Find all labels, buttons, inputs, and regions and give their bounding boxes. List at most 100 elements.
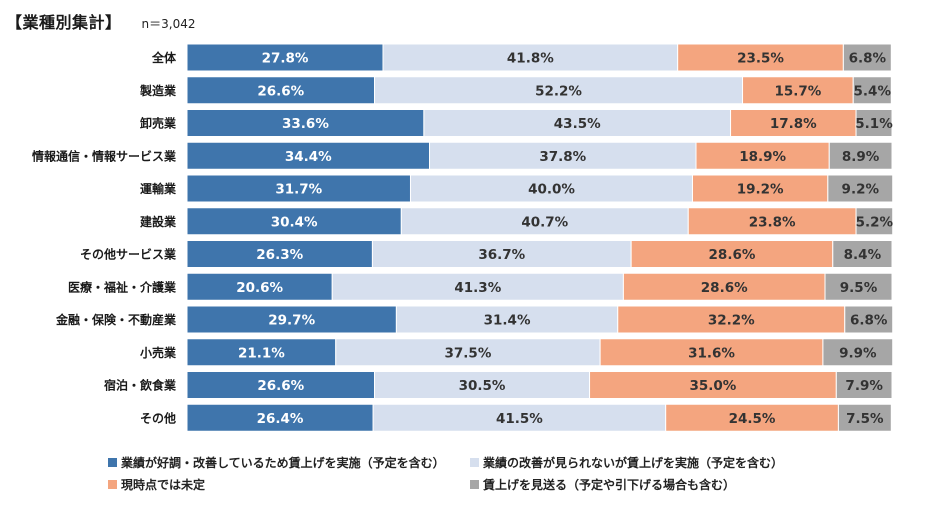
category-label: 金融・保険・不動産業 <box>55 312 177 327</box>
bar-segment-series-2 <box>335 338 601 367</box>
data-label: 31.4% <box>484 313 531 329</box>
data-label: 7.5% <box>846 411 884 427</box>
bar-segment-series-2 <box>400 207 689 236</box>
bar-segment-series-4 <box>824 272 893 301</box>
data-label: 6.8% <box>850 313 888 329</box>
legend-swatch-2 <box>470 458 479 467</box>
bar-segment-series-4 <box>842 43 892 72</box>
bar-segment-series-2 <box>372 403 667 432</box>
legend-item-4: 賃上げを見送る（予定や引下げる場合も含む） <box>470 476 735 493</box>
category-label: 卸売業 <box>140 116 177 131</box>
data-label: 7.9% <box>845 378 883 394</box>
data-label: 40.7% <box>521 214 568 230</box>
data-label: 24.5% <box>729 411 776 427</box>
data-label: 9.2% <box>842 182 880 198</box>
data-label: 27.8% <box>262 51 309 67</box>
data-label: 23.8% <box>749 214 796 230</box>
bar-segment-series-3 <box>677 43 844 72</box>
bar-segment-series-4 <box>832 240 893 268</box>
bar-segment-series-4 <box>855 109 893 137</box>
data-label: 28.6% <box>709 247 756 263</box>
data-label: 34.4% <box>285 149 332 165</box>
legend-swatch-4 <box>470 480 479 489</box>
bar-segment-series-4 <box>844 305 894 334</box>
bar-segment-series-2 <box>409 174 693 203</box>
data-label: 5.2% <box>856 214 894 230</box>
bar-segment-series-4 <box>852 76 892 105</box>
data-label: 33.6% <box>282 116 329 132</box>
data-label: 41.8% <box>507 51 554 67</box>
data-label: 32.2% <box>708 313 755 329</box>
chart-header: 【業種別集計】 n＝3,042 <box>6 9 195 35</box>
legend-swatch-1 <box>108 458 117 467</box>
bar-segment-series-3 <box>687 207 857 236</box>
data-label: 8.9% <box>842 149 880 165</box>
category-label: 小売業 <box>140 345 177 360</box>
bar-segment-series-4 <box>827 174 894 203</box>
bar-segment-series-1 <box>186 109 425 137</box>
bar-segment-series-3 <box>622 272 826 301</box>
legend-item-3: 現時点では未定 <box>108 476 205 493</box>
category-label: 運輸業 <box>140 181 177 196</box>
bar-segment-series-2 <box>374 371 591 399</box>
data-label: 35.0% <box>690 378 737 394</box>
bar-segment-series-3 <box>695 141 830 170</box>
category-label: 情報通信・情報サービス業 <box>32 148 177 163</box>
bar-segment-series-3 <box>599 338 824 367</box>
data-label: 26.6% <box>257 83 304 99</box>
data-label: 41.3% <box>454 280 501 296</box>
data-label: 28.6% <box>701 280 748 296</box>
data-label: 31.6% <box>688 345 735 361</box>
category-label: その他 <box>140 410 176 425</box>
bar-segment-series-2 <box>374 76 744 105</box>
bar-segment-series-3 <box>691 174 829 203</box>
data-label: 43.5% <box>554 116 601 132</box>
data-label: 41.5% <box>496 411 543 427</box>
bar-segment-series-2 <box>371 240 632 268</box>
data-label: 26.4% <box>257 411 304 427</box>
legend-label-2: 業績の改善が見られないが賃上げを実施（予定を含む） <box>483 456 784 470</box>
legend-item-2: 業績の改善が見られないが賃上げを実施（予定を含む） <box>470 454 783 471</box>
bar-segment-series-4 <box>855 207 894 236</box>
chart-title: 【業種別集計】 <box>6 13 122 32</box>
category-label: 医療・福祉・介護業 <box>68 279 177 294</box>
category-label: 全体 <box>151 50 177 65</box>
category-label: 宿泊・飲食業 <box>104 378 177 393</box>
data-label: 40.0% <box>528 182 575 198</box>
data-label: 20.6% <box>236 280 283 296</box>
data-label: 6.8% <box>849 51 887 67</box>
category-label: その他サービス業 <box>80 247 177 262</box>
data-label: 17.8% <box>770 116 817 132</box>
data-label: 5.1% <box>855 116 893 132</box>
legend-label-4: 賃上げを見送る（予定や引下げる場合も含む） <box>483 478 736 492</box>
data-label: 26.6% <box>257 378 304 394</box>
legend-label-1: 業績が好調・改善しているため賃上げを実施（予定を含む） <box>121 456 445 470</box>
bar-segment-series-4 <box>822 338 894 367</box>
data-label: 9.9% <box>839 345 877 361</box>
data-label: 19.2% <box>737 182 784 198</box>
data-label: 21.1% <box>238 345 285 361</box>
category-label: 建設業 <box>139 214 177 229</box>
bar-segment-series-1 <box>186 305 397 334</box>
bar-segment-series-1 <box>186 338 337 367</box>
legend-item-1: 業績が好調・改善しているため賃上げを実施（予定を含む） <box>108 454 445 471</box>
bar-segment-series-1 <box>186 141 431 170</box>
data-label: 37.8% <box>539 149 586 165</box>
bar-segment-series-3 <box>730 109 857 137</box>
bar-segment-series-4 <box>835 371 893 399</box>
data-label: 31.7% <box>275 182 322 198</box>
legend-swatch-3 <box>108 480 117 489</box>
legend-label-3: 現時点では未定 <box>121 478 206 492</box>
bar-segment-series-3 <box>742 76 854 105</box>
bar-segment-series-4 <box>828 141 893 170</box>
bar-segment-series-1 <box>186 272 333 301</box>
data-label: 9.5% <box>840 280 878 296</box>
data-label: 30.4% <box>271 214 318 230</box>
category-label: 製造業 <box>139 83 177 98</box>
data-label: 18.9% <box>739 149 786 165</box>
bar-segment-series-3 <box>665 403 839 432</box>
data-label: 15.7% <box>774 83 821 99</box>
bar-segment-series-3 <box>589 371 837 399</box>
data-label: 52.2% <box>535 83 582 99</box>
